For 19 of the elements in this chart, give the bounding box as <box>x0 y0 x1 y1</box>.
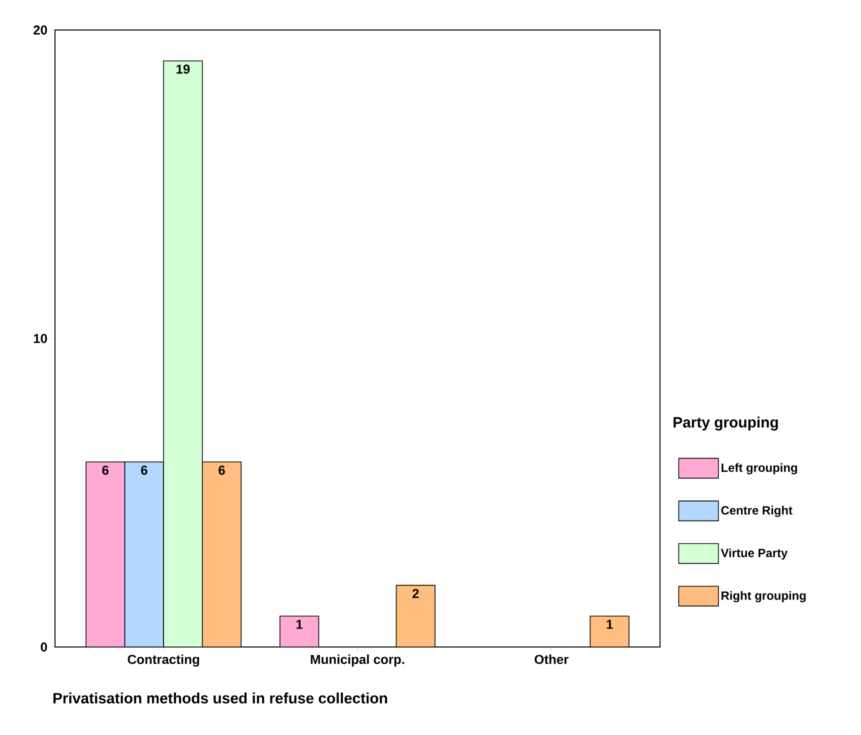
x-tick-label: Other <box>534 654 568 664</box>
data-label: 6 <box>141 466 148 475</box>
x-tick-label: Contracting <box>128 654 200 667</box>
x-tick-label: Municipal corp. <box>310 654 404 667</box>
legend-label: Centre Right <box>721 506 792 517</box>
legend-label: Left grouping <box>722 463 798 474</box>
data-label: 6 <box>218 466 225 475</box>
data-label: 1 <box>606 620 613 629</box>
x-axis-title: Privatisation methods used in refuse collection <box>53 692 388 704</box>
legend-label: Virtue Party <box>720 548 788 560</box>
data-label: 2 <box>412 589 419 598</box>
y-tick-label: 0 <box>40 642 47 652</box>
legend-title: Party grouping <box>674 416 778 431</box>
data-label: 19 <box>176 64 190 74</box>
data-label: 6 <box>102 466 109 475</box>
y-tick-label: 10 <box>34 334 47 344</box>
data-label: 1 <box>296 620 303 629</box>
y-tick-label: 20 <box>34 25 47 35</box>
legend-label: Right grouping <box>722 591 806 602</box>
